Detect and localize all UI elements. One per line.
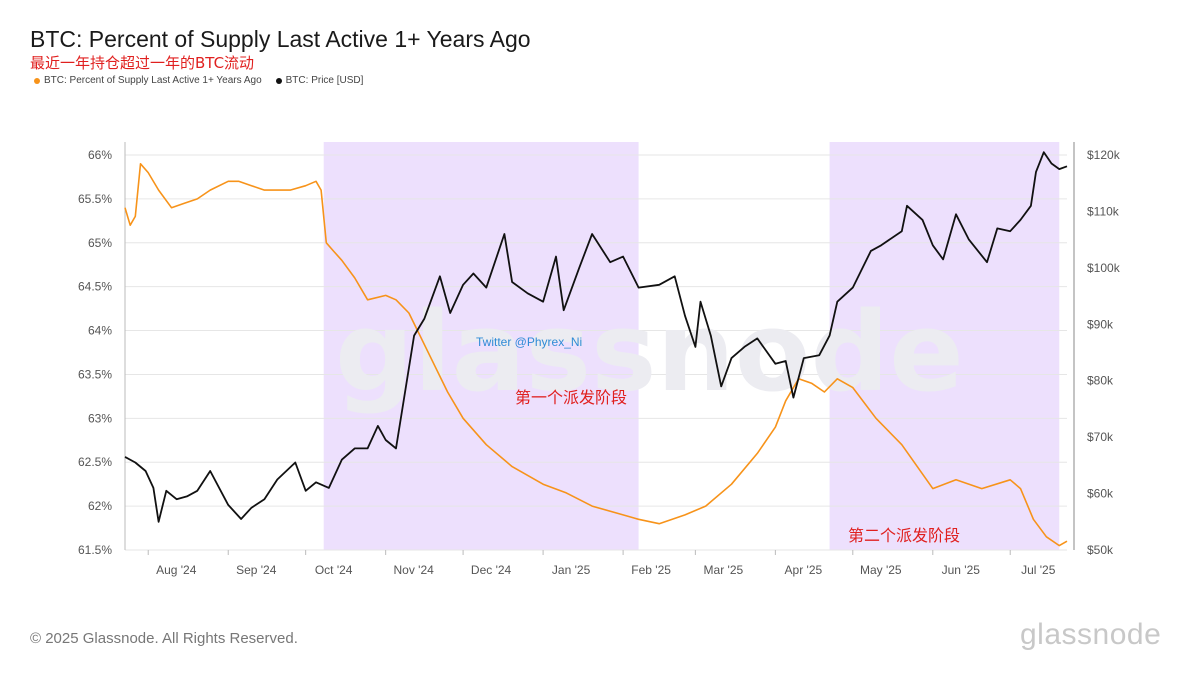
x-tick-label: Jul '25 [1021,563,1056,577]
x-tick-label: Oct '24 [315,563,353,577]
y-left-tick-label: 63% [88,411,112,425]
y-left-tick-label: 64% [88,324,112,338]
glassnode-logo[interactable]: glassnode [1020,618,1162,651]
twitter-annotation: Twitter @Phyrex_Ni [476,335,582,349]
legend-supply-label: BTC: Percent of Supply Last Active 1+ Ye… [44,75,262,86]
shaded-period-2 [829,142,1060,550]
y-left-tick-label: 66% [88,148,112,162]
x-tick-label: Jan '25 [552,563,591,577]
shaded-period-1 [323,142,639,550]
y-right-tick-label: $60k [1087,487,1114,501]
x-tick-label: Aug '24 [156,563,197,577]
x-tick-label: Jun '25 [942,563,981,577]
legend-price-label: BTC: Price [USD] [285,75,364,86]
chart-title: BTC: Percent of Supply Last Active 1+ Ye… [30,26,531,52]
legend: BTC: Percent of Supply Last Active 1+ Ye… [34,75,363,86]
supply-series-line [124,163,1068,547]
y-left-tick-label: 62.5% [78,455,112,469]
y-right-tick-label: $80k [1087,374,1114,388]
x-tick-label: May '25 [860,563,902,577]
x-tick-label: Sep '24 [236,563,277,577]
y-left-tick-label: 65% [88,236,112,250]
legend-price-dot [275,77,282,84]
y-right-tick-label: $50k [1087,543,1114,557]
period-label-2: 第二个派发阶段 [848,526,960,545]
copyright-text: © 2025 Glassnode. All Rights Reserved. [30,630,298,647]
period-label-1: 第一个派发阶段 [515,388,627,407]
legend-item-supply[interactable]: BTC: Percent of Supply Last Active 1+ Ye… [34,75,262,86]
y-right-tick-label: $110k [1087,204,1120,218]
y-right-tick-label: $100k [1087,261,1121,275]
x-tick-label: Dec '24 [471,563,512,577]
y-left-tick-label: 63.5% [78,367,112,381]
price-series-line [124,151,1068,523]
y-left-tick-label: 61.5% [78,543,112,557]
y-right-tick-label: $90k [1087,317,1114,331]
x-tick-label: Nov '24 [394,563,435,577]
x-tick-label: Apr '25 [785,563,823,577]
y-left-tick-label: 65.5% [78,192,112,206]
x-tick-label: Feb '25 [631,563,671,577]
chart-subtitle: 最近一年持仓超过一年的BTC流动 [30,54,255,72]
y-left-tick-label: 62% [88,499,112,513]
legend-item-price[interactable]: BTC: Price [USD] [275,75,364,86]
y-left-tick-label: 64.5% [78,280,112,294]
y-right-tick-label: $120k [1087,148,1121,162]
x-tick-label: Mar '25 [704,563,744,577]
legend-supply-dot [34,77,40,84]
y-right-tick-label: $70k [1087,430,1114,444]
